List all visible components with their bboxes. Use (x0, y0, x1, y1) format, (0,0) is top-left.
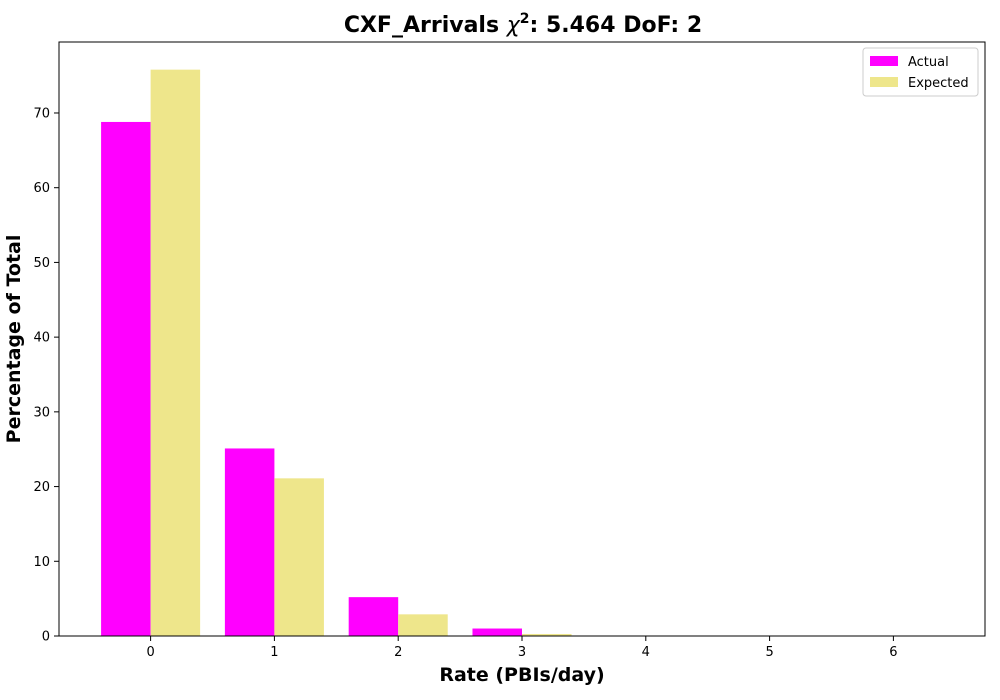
y-tick-label: 70 (33, 106, 50, 121)
x-tick-label: 5 (765, 645, 773, 660)
x-tick-label: 6 (889, 645, 897, 660)
x-tick-label: 2 (394, 645, 402, 660)
x-tick-label: 1 (270, 645, 278, 660)
x-tick-label: 4 (642, 645, 650, 660)
y-tick-label: 20 (33, 480, 50, 495)
chart-title: CXF_Arrivals χ2: 5.464 DoF: 2 (344, 11, 702, 38)
bar-expected-2 (398, 614, 448, 636)
bar-actual-3 (472, 628, 522, 636)
legend: Actual Expected (862, 47, 979, 97)
y-tick-label: 0 (42, 630, 50, 645)
y-tick-label: 50 (33, 256, 50, 271)
legend-label-actual: Actual (908, 55, 949, 70)
bar-expected-1 (274, 478, 324, 636)
x-axis: 0 1 2 3 4 5 6 (146, 636, 898, 660)
x-axis-label: Rate (PBIs/day) (439, 664, 604, 686)
y-tick-label: 40 (33, 331, 50, 346)
y-axis-label: Percentage of Total (3, 235, 25, 444)
legend-swatch-expected (870, 77, 898, 87)
bar-actual-1 (224, 448, 275, 636)
x-tick-label: 0 (146, 645, 154, 660)
x-tick-label: 3 (518, 645, 526, 660)
bar-expected-3 (522, 633, 572, 636)
y-tick-label: 10 (33, 555, 50, 570)
y-tick-label: 60 (33, 181, 50, 196)
y-tick-label: 30 (33, 405, 50, 420)
bar-actual-0 (101, 121, 151, 637)
bar-actual-2 (348, 597, 399, 636)
bars-layer (101, 69, 696, 637)
legend-swatch-actual (870, 56, 898, 66)
legend-label-expected: Expected (908, 76, 969, 91)
y-axis: 0 10 20 30 40 50 60 70 (33, 106, 59, 645)
bar-expected-0 (150, 69, 201, 637)
